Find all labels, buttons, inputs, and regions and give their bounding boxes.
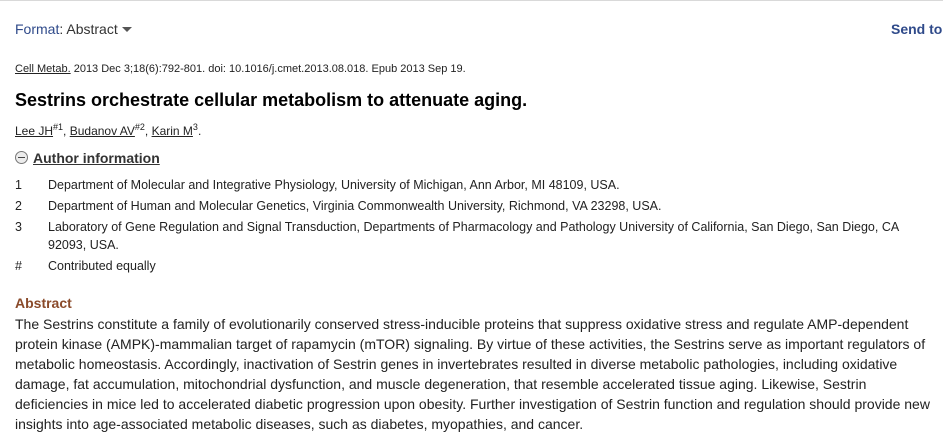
- author-sup: 3: [192, 122, 198, 132]
- affiliation-number: 2: [15, 199, 22, 213]
- collapse-icon: [15, 151, 28, 164]
- journal-link[interactable]: Cell Metab.: [15, 63, 71, 75]
- author-sup: #2: [134, 122, 145, 132]
- affiliation-item: 1 Department of Molecular and Integrativ…: [15, 176, 930, 194]
- author-list: Lee JH#1, Budanov AV#2, Karin M3.: [15, 122, 202, 138]
- affiliation-number: #: [15, 259, 22, 273]
- affiliation-item: 3 Laboratory of Gene Regulation and Sign…: [15, 218, 930, 254]
- author-info-label: Author information: [33, 150, 160, 166]
- citation-details: 2013 Dec 3;18(6):792-801. doi: 10.1016/j…: [73, 63, 466, 75]
- abstract-text: The Sestrins constitute a family of evol…: [15, 316, 930, 432]
- caret-down-icon: [121, 27, 132, 32]
- affiliation-item: 2 Department of Human and Molecular Gene…: [15, 197, 930, 215]
- citation: Cell Metab. 2013 Dec 3;18(6):792-801. do…: [15, 63, 466, 75]
- affiliation-text: Laboratory of Gene Regulation and Signal…: [48, 220, 899, 252]
- affiliation-item: # Contributed equally: [15, 257, 930, 275]
- affiliation-number: 1: [15, 178, 22, 192]
- author-link[interactable]: Karin M: [151, 124, 193, 138]
- affiliation-text: Department of Molecular and Integrative …: [48, 178, 620, 192]
- author-link[interactable]: Lee JH: [15, 124, 54, 138]
- send-to-button[interactable]: Send to: [891, 21, 943, 37]
- affiliation-text: Contributed equally: [48, 259, 156, 273]
- format-value: Abstract: [66, 21, 118, 37]
- toolbar: Format: Abstract Send to: [0, 0, 943, 53]
- affiliation-number: 3: [15, 220, 22, 234]
- format-label: Format: [15, 21, 60, 37]
- affiliation-list: 1 Department of Molecular and Integrativ…: [15, 176, 930, 278]
- format-dropdown[interactable]: Format: Abstract: [15, 21, 132, 37]
- article-title: Sestrins orchestrate cellular metabolism…: [15, 90, 528, 110]
- affiliation-text: Department of Human and Molecular Geneti…: [48, 199, 662, 213]
- author-sup: #1: [53, 122, 64, 132]
- author-info-toggle[interactable]: Author information: [15, 150, 160, 166]
- author-link[interactable]: Budanov AV: [69, 124, 135, 138]
- abstract-heading: Abstract: [15, 295, 72, 311]
